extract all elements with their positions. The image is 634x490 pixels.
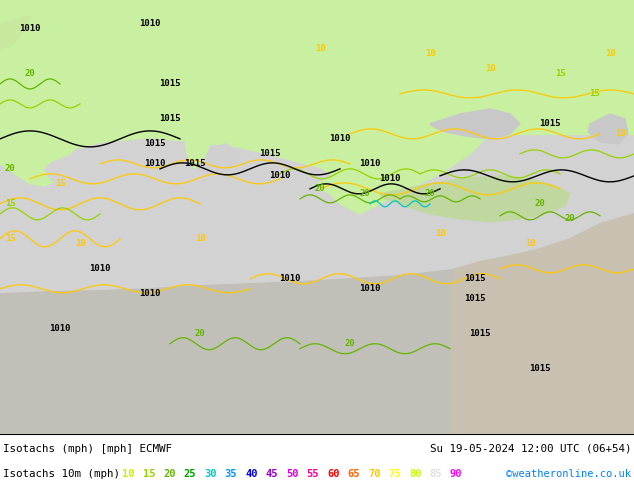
- Text: 1010: 1010: [49, 324, 71, 333]
- Text: 10: 10: [524, 239, 535, 248]
- Text: 70: 70: [368, 469, 380, 479]
- Text: 40: 40: [245, 469, 257, 479]
- Text: Isotachs 10m (mph): Isotachs 10m (mph): [3, 469, 120, 479]
- Polygon shape: [588, 114, 628, 144]
- Text: 80: 80: [409, 469, 422, 479]
- Text: 10: 10: [195, 234, 205, 244]
- Text: 20: 20: [534, 199, 545, 208]
- Text: 20: 20: [163, 469, 176, 479]
- Polygon shape: [0, 16, 30, 49]
- Text: 20: 20: [4, 164, 15, 173]
- Text: 15: 15: [143, 469, 155, 479]
- Text: 20: 20: [195, 329, 205, 338]
- Polygon shape: [0, 0, 634, 214]
- Text: 1015: 1015: [159, 79, 181, 88]
- Text: Isotachs (mph) [mph] ECMWF: Isotachs (mph) [mph] ECMWF: [3, 444, 172, 454]
- Polygon shape: [380, 176, 570, 222]
- Bar: [0, 0, 634, 134]
- Text: 1015: 1015: [159, 114, 181, 123]
- Polygon shape: [0, 254, 634, 434]
- Text: 1010: 1010: [379, 174, 401, 183]
- Text: 20: 20: [314, 184, 325, 194]
- Text: 1015: 1015: [464, 274, 486, 283]
- Text: 1010: 1010: [19, 24, 41, 33]
- Polygon shape: [185, 116, 210, 169]
- Polygon shape: [190, 144, 240, 174]
- Text: 60: 60: [327, 469, 339, 479]
- Text: 50: 50: [286, 469, 299, 479]
- Text: 10: 10: [484, 65, 495, 74]
- Text: 10: 10: [605, 49, 616, 58]
- Text: 1010: 1010: [359, 284, 381, 294]
- Text: 20: 20: [25, 70, 36, 78]
- Text: ©weatheronline.co.uk: ©weatheronline.co.uk: [506, 469, 631, 479]
- Text: 1010: 1010: [89, 264, 111, 273]
- Text: 1015: 1015: [184, 159, 206, 169]
- Text: 35: 35: [224, 469, 237, 479]
- Text: 55: 55: [306, 469, 319, 479]
- Text: 10: 10: [314, 45, 325, 53]
- Text: 1010: 1010: [145, 159, 165, 169]
- Text: 1015: 1015: [464, 294, 486, 303]
- Text: 1010: 1010: [139, 20, 161, 28]
- Text: Su 19-05-2024 12:00 UTC (06+54): Su 19-05-2024 12:00 UTC (06+54): [429, 444, 631, 454]
- Text: 65: 65: [347, 469, 360, 479]
- Text: 1010: 1010: [359, 159, 381, 169]
- Text: 30: 30: [204, 469, 216, 479]
- Text: 15: 15: [590, 89, 600, 98]
- Polygon shape: [430, 109, 520, 139]
- Text: 1010: 1010: [329, 134, 351, 144]
- Text: 15: 15: [4, 199, 15, 208]
- Text: 45: 45: [266, 469, 278, 479]
- Polygon shape: [0, 116, 90, 166]
- Text: 20: 20: [359, 189, 370, 198]
- Polygon shape: [45, 139, 330, 199]
- Text: 20: 20: [425, 189, 436, 198]
- Polygon shape: [450, 214, 634, 434]
- Text: 1015: 1015: [259, 149, 281, 158]
- Text: 90: 90: [450, 469, 462, 479]
- Text: 25: 25: [183, 469, 196, 479]
- Text: 15: 15: [55, 179, 65, 188]
- Text: 10: 10: [122, 469, 134, 479]
- Text: 85: 85: [429, 469, 442, 479]
- Text: 1010: 1010: [139, 289, 161, 298]
- Text: 15: 15: [4, 234, 15, 244]
- Text: 10: 10: [614, 129, 625, 138]
- Text: 10: 10: [75, 239, 86, 248]
- Text: 20: 20: [565, 214, 576, 223]
- Text: 10: 10: [435, 229, 445, 238]
- Text: 1015: 1015: [540, 120, 560, 128]
- Text: 10: 10: [425, 49, 436, 58]
- Text: 1015: 1015: [145, 139, 165, 148]
- Text: 1015: 1015: [529, 364, 551, 373]
- Text: 20: 20: [345, 339, 356, 348]
- Text: 1015: 1015: [469, 329, 491, 338]
- Text: 1010: 1010: [269, 172, 291, 180]
- Text: 15: 15: [555, 70, 566, 78]
- Text: 75: 75: [389, 469, 401, 479]
- Text: 1010: 1010: [279, 274, 301, 283]
